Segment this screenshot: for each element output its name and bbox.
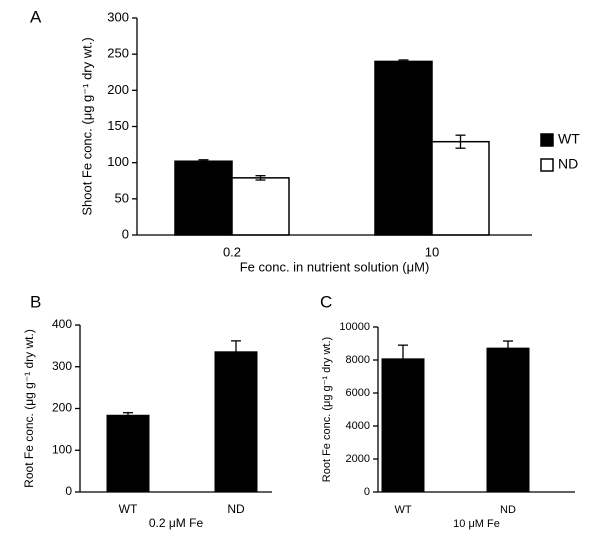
x-tick-label: WT: [394, 504, 411, 516]
y-tick-label: 100: [107, 154, 129, 169]
y-axis-label: Root Fe conc. (μg g⁻¹ dry wt.): [321, 337, 333, 482]
y-axis-label: Shoot Fe conc. (μg g⁻¹ dry wt.): [79, 37, 94, 215]
bar: [381, 358, 425, 492]
legend-swatch: [540, 158, 554, 172]
bar: [431, 140, 490, 236]
panel-label: A: [30, 7, 42, 26]
y-tick-label: 0: [122, 226, 129, 241]
y-tick-label: 100: [52, 442, 72, 456]
y-tick-label: 2000: [346, 453, 370, 465]
y-tick-label: 4000: [346, 420, 370, 432]
y-tick-label: 200: [52, 401, 72, 415]
panel-label: B: [30, 292, 41, 311]
bar: [231, 177, 290, 236]
x-tick-label: WT: [119, 502, 138, 516]
y-tick-label: 200: [107, 82, 129, 97]
y-tick-label: 6000: [346, 387, 370, 399]
y-tick-label: 300: [52, 359, 72, 373]
y-tick-label: 250: [107, 46, 129, 61]
y-tick-label: 10000: [339, 321, 370, 333]
bar: [214, 351, 258, 492]
x-axis-label: Fe conc. in nutrient solution (μM): [240, 259, 430, 274]
legend-swatch: [540, 133, 554, 147]
bar: [106, 414, 150, 492]
bar: [174, 160, 233, 236]
y-tick-label: 300: [107, 9, 129, 24]
x-axis-label: 10 μM Fe: [453, 518, 500, 530]
y-axis-label: Root Fe conc. (μg g⁻¹ dry wt.): [22, 329, 36, 488]
bar: [374, 60, 433, 236]
y-tick-label: 400: [52, 317, 72, 331]
legend-label: ND: [558, 156, 578, 172]
x-tick-label: 0.2: [223, 244, 241, 259]
x-tick-label: 10: [425, 244, 439, 259]
y-tick-label: 150: [107, 118, 129, 133]
y-tick-label: 50: [115, 190, 129, 205]
y-tick-label: 0: [364, 486, 370, 498]
y-tick-label: 0: [65, 484, 72, 498]
x-tick-label: ND: [500, 504, 516, 516]
panel-label: C: [320, 292, 332, 311]
x-axis-label: 0.2 μM Fe: [149, 516, 204, 530]
legend-label: WT: [558, 131, 580, 147]
x-tick-label: ND: [227, 502, 245, 516]
bar: [486, 347, 530, 492]
y-tick-label: 8000: [346, 354, 370, 366]
